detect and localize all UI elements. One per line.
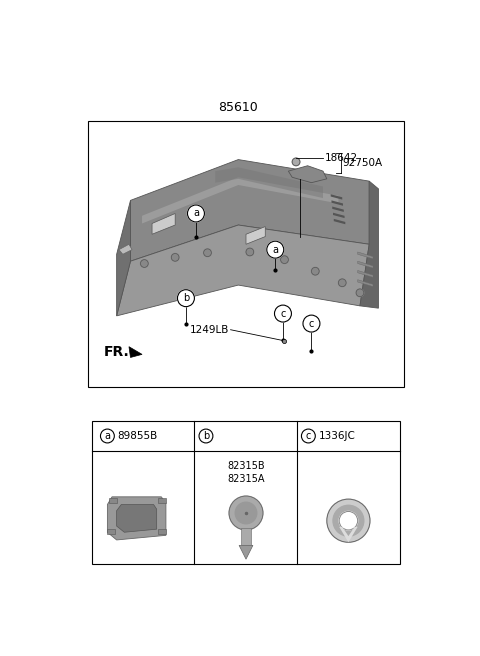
- Circle shape: [188, 205, 204, 222]
- Text: a: a: [272, 245, 278, 255]
- Polygon shape: [339, 527, 358, 543]
- Circle shape: [235, 502, 257, 523]
- Text: b: b: [183, 293, 189, 303]
- Circle shape: [204, 249, 211, 256]
- Text: 82315B
82315A: 82315B 82315A: [227, 461, 265, 483]
- Circle shape: [199, 429, 213, 443]
- Text: a: a: [105, 431, 110, 441]
- Polygon shape: [331, 194, 342, 199]
- Circle shape: [275, 305, 291, 322]
- Circle shape: [100, 429, 114, 443]
- Circle shape: [327, 499, 370, 543]
- Circle shape: [229, 496, 263, 530]
- Bar: [88, 121, 404, 387]
- Text: FR.: FR.: [104, 345, 129, 359]
- Bar: [108, 529, 115, 534]
- Bar: [158, 529, 166, 534]
- Circle shape: [339, 512, 358, 530]
- Polygon shape: [246, 226, 265, 244]
- Polygon shape: [129, 346, 142, 358]
- Circle shape: [246, 248, 254, 256]
- Polygon shape: [288, 166, 327, 182]
- Text: b: b: [203, 431, 209, 441]
- Polygon shape: [117, 504, 156, 532]
- Polygon shape: [358, 252, 373, 259]
- Circle shape: [281, 256, 288, 264]
- Circle shape: [356, 289, 364, 297]
- Bar: [241, 528, 251, 545]
- Text: 18642: 18642: [325, 153, 359, 163]
- Polygon shape: [142, 177, 338, 224]
- Circle shape: [141, 260, 148, 268]
- Polygon shape: [360, 181, 378, 308]
- Polygon shape: [358, 261, 373, 268]
- Text: c: c: [280, 308, 286, 319]
- Polygon shape: [239, 545, 253, 559]
- Polygon shape: [334, 219, 345, 224]
- Circle shape: [301, 429, 315, 443]
- Polygon shape: [333, 213, 345, 218]
- Text: 92750A: 92750A: [342, 158, 383, 169]
- Polygon shape: [215, 167, 323, 198]
- Text: a: a: [193, 209, 199, 218]
- Polygon shape: [117, 225, 369, 316]
- Text: c: c: [309, 319, 314, 329]
- Circle shape: [303, 315, 320, 332]
- Polygon shape: [119, 244, 132, 255]
- Text: 1336JC: 1336JC: [318, 431, 355, 441]
- Circle shape: [312, 268, 319, 275]
- Polygon shape: [117, 200, 131, 316]
- Text: 85610: 85610: [218, 102, 258, 115]
- Text: c: c: [306, 431, 311, 441]
- Circle shape: [292, 158, 300, 166]
- Polygon shape: [332, 200, 343, 206]
- Circle shape: [267, 241, 284, 258]
- Text: 89855B: 89855B: [118, 431, 157, 441]
- Polygon shape: [108, 497, 166, 540]
- Bar: [109, 499, 117, 503]
- Bar: [158, 499, 166, 503]
- Polygon shape: [358, 279, 373, 287]
- Circle shape: [178, 290, 194, 306]
- Polygon shape: [131, 159, 369, 261]
- Text: 1249LB: 1249LB: [190, 325, 229, 335]
- Circle shape: [171, 253, 179, 261]
- Circle shape: [338, 279, 346, 287]
- Polygon shape: [332, 207, 344, 212]
- Polygon shape: [358, 270, 373, 277]
- Polygon shape: [152, 213, 175, 234]
- Bar: [92, 421, 400, 564]
- Circle shape: [333, 505, 364, 536]
